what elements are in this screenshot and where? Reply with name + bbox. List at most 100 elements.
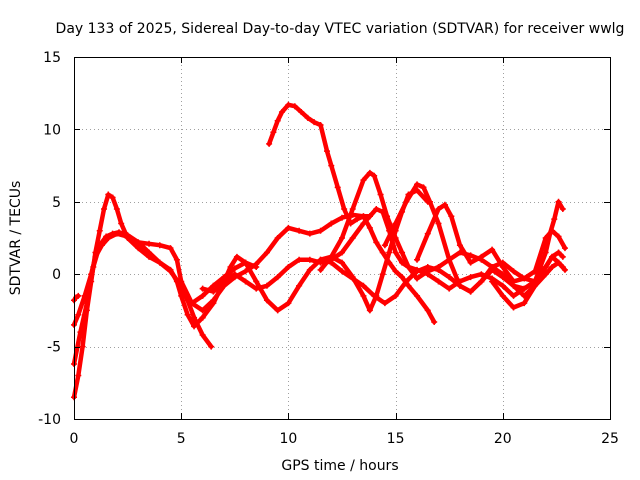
data-point [431,318,438,325]
data-point [285,101,292,108]
data-point [403,278,410,285]
data-point [105,235,112,241]
data-point [328,220,335,227]
data-point [549,253,556,260]
data-point [306,230,313,237]
data-point [414,268,421,275]
data-point [341,206,348,213]
data-point [317,266,324,273]
data-point [278,109,285,116]
data-point [210,288,217,295]
y-tick-label: 0 [52,267,61,283]
data-point [379,271,386,278]
data-point [467,288,474,295]
data-point [227,263,234,270]
data-point [242,259,249,266]
data-point [96,227,103,234]
series-track-4 [71,292,82,304]
y-tick-label: -10 [38,412,61,428]
data-point [304,114,311,121]
data-point [146,240,153,247]
data-point [510,268,517,275]
data-point [184,311,191,318]
data-point [371,172,378,179]
data-point [231,271,238,278]
data-point [317,227,324,234]
data-point [405,282,412,289]
data-point [263,297,270,304]
data-point [118,220,125,227]
x-tick-label: 15 [387,431,405,447]
data-point [360,177,367,184]
data-point [311,119,318,126]
data-point [349,235,356,241]
data-point [339,235,345,241]
data-point [298,109,305,116]
data-point [221,278,228,285]
y-tick-label: 5 [52,195,61,211]
data-point [551,216,558,223]
data-point [360,282,367,289]
data-point [296,282,303,289]
data-point [384,213,391,220]
data-point [555,198,562,205]
data-point [414,256,421,263]
data-point [424,307,431,314]
data-point [210,300,217,307]
data-point [426,198,433,205]
data-point [435,220,442,227]
data-point [521,275,528,282]
data-point [559,206,566,213]
data-point [167,245,174,252]
data-point [424,230,431,237]
data-point [521,300,528,307]
data-point [373,239,380,246]
data-point [274,117,281,124]
data-point [510,278,517,285]
data-point [561,266,568,273]
data-point [420,184,427,191]
data-point [360,213,367,220]
data-point [285,263,292,270]
data-point [414,275,421,282]
data-point [306,256,313,263]
data-point [334,184,341,191]
data-point [317,256,324,263]
data-point [156,242,163,249]
data-point [379,249,386,256]
data-point [549,263,556,270]
data-point [414,181,421,188]
data-point [199,307,206,314]
data-point [124,233,131,240]
data-point [306,266,313,273]
x-tick-label: 25 [601,431,619,447]
data-point [360,220,367,227]
data-point [392,292,399,299]
data-point [208,343,215,350]
chart-title: Day 133 of 2025, Sidereal Day-to-day VTE… [56,21,625,37]
data-point [199,332,206,339]
data-point [555,249,562,256]
data-point [83,300,90,307]
data-point [392,249,399,256]
data-point [542,249,549,256]
data-point [339,249,345,256]
data-point [555,259,562,266]
data-point [291,103,298,110]
data-point [360,292,367,299]
data-point [92,253,99,260]
data-point [296,256,303,263]
y-tick-label: -5 [47,340,61,356]
data-point [178,288,185,295]
data-point [489,263,496,270]
data-point [366,224,373,231]
x-tick-label: 10 [279,431,297,447]
data-point [79,343,86,350]
data-point [435,266,442,273]
data-point [499,282,506,289]
data-point [441,201,448,208]
data-point [101,206,108,213]
data-point [531,268,538,275]
data-point [381,242,388,249]
